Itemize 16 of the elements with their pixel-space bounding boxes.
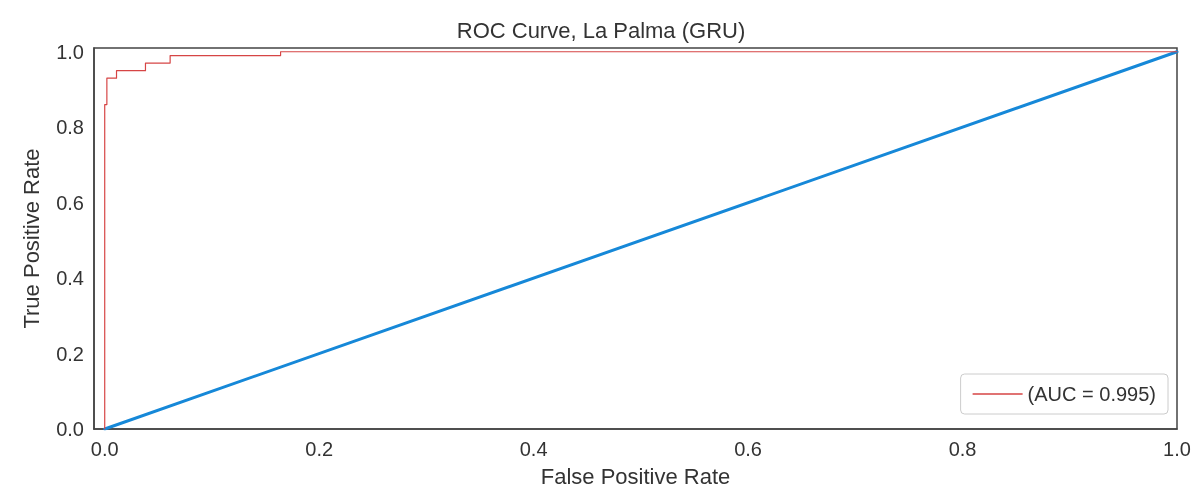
y-tick-label: 0.4 [56,267,84,290]
y-tick-label: 0.8 [56,116,84,139]
y-tick-label: 1.0 [56,40,84,63]
y-tick-label: 0.6 [56,191,84,214]
legend-label: (AUC = 0.995) [1027,383,1156,405]
x-tick-label: 0.6 [734,438,762,460]
x-tick-label: 0.4 [519,438,548,460]
x-tick-label: 0.2 [305,438,334,460]
x-tick-label: 1.0 [1163,438,1191,460]
y-tick-label: 0.0 [56,418,84,440]
y-axis-title: True Positive Rate [18,148,44,329]
y-tick-label: 0.2 [56,342,84,365]
x-axis-title: False Positive Rate [540,463,731,489]
x-tick-label: 0.0 [90,438,119,460]
chart-title: ROC Curve, La Palma (GRU) [456,17,746,43]
x-tick-label: 0.8 [948,438,977,460]
